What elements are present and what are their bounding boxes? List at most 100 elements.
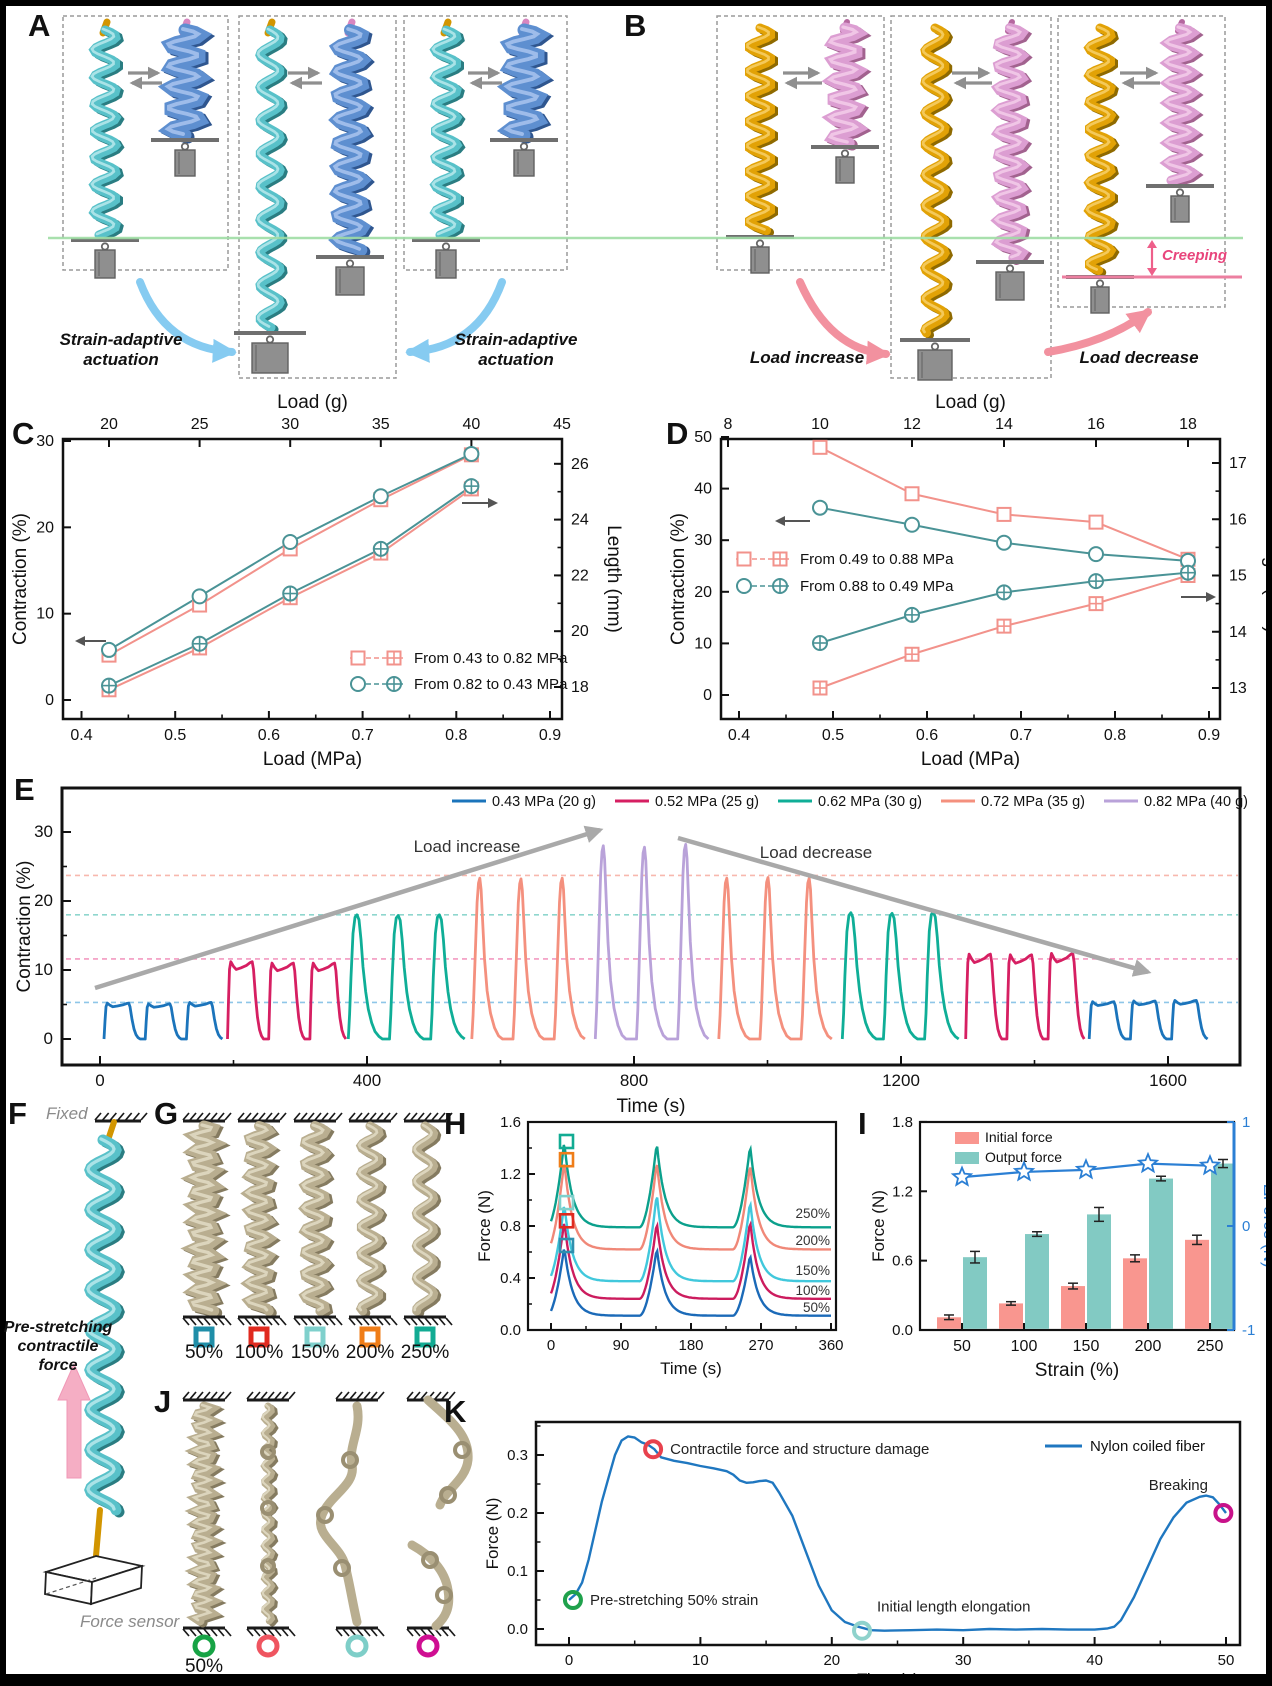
- svg-text:Load increase: Load increase: [414, 837, 521, 856]
- svg-text:26: 26: [571, 456, 589, 473]
- panel-letter-g: G: [154, 1096, 180, 1131]
- svg-text:0: 0: [565, 1652, 573, 1669]
- svg-text:0.8: 0.8: [445, 727, 467, 744]
- svg-text:Time (s): Time (s): [617, 1096, 686, 1117]
- label-strain-150: 150%: [290, 1342, 340, 1363]
- svg-text:Pre-stretching 50% strain: Pre-stretching 50% strain: [590, 1592, 758, 1609]
- svg-text:From 0.88 to 0.49 MPa: From 0.88 to 0.49 MPa: [800, 578, 954, 595]
- svg-text:Length (mm): Length (mm): [603, 525, 624, 633]
- svg-text:From 0.43 to 0.82 MPa: From 0.43 to 0.82 MPa: [414, 650, 568, 667]
- svg-text:30: 30: [281, 416, 299, 433]
- svg-text:0: 0: [703, 687, 712, 704]
- svg-text:40: 40: [694, 481, 712, 498]
- svg-text:Load decrease: Load decrease: [760, 843, 872, 862]
- svg-text:0.0: 0.0: [892, 1322, 913, 1339]
- svg-text:16: 16: [1087, 416, 1105, 433]
- svg-text:Force (N): Force (N): [483, 1498, 502, 1570]
- svg-text:30: 30: [694, 532, 712, 549]
- svg-text:22: 22: [571, 567, 589, 584]
- svg-text:200: 200: [1135, 1338, 1162, 1355]
- strain-marker-circle-icon: [256, 1634, 280, 1658]
- panel-f-schematic: [42, 1112, 148, 1606]
- svg-text:50: 50: [1218, 1652, 1235, 1669]
- svg-text:30: 30: [36, 433, 54, 450]
- strain-marker-square-icon: [359, 1326, 381, 1348]
- svg-text:0.52 MPa (25 g): 0.52 MPa (25 g): [655, 794, 759, 810]
- svg-text:250: 250: [1197, 1338, 1224, 1355]
- svg-text:0.6: 0.6: [916, 727, 938, 744]
- strain-marker-square-icon: [193, 1326, 215, 1348]
- svg-text:Initial length elongation: Initial length elongation: [877, 1599, 1030, 1616]
- svg-text:10: 10: [34, 960, 53, 979]
- panel-j-fibers: [182, 1391, 473, 1658]
- svg-text:0.4: 0.4: [728, 727, 750, 744]
- svg-text:1.2: 1.2: [500, 1166, 521, 1183]
- svg-text:270: 270: [748, 1337, 773, 1354]
- label-strain-200: 200%: [345, 1342, 395, 1363]
- svg-text:Output force: Output force: [985, 1149, 1062, 1165]
- panel-letter-d: D: [666, 416, 690, 451]
- svg-text:10: 10: [36, 606, 54, 623]
- svg-text:0.7: 0.7: [1010, 727, 1032, 744]
- panel-letter-i: I: [858, 1106, 868, 1141]
- svg-text:400: 400: [353, 1071, 381, 1090]
- panel-letter-b: B: [624, 8, 648, 43]
- svg-text:1.6: 1.6: [500, 1114, 521, 1131]
- svg-text:Contractile force and structur: Contractile force and structure damage: [670, 1441, 929, 1458]
- panel-letter-a: A: [28, 8, 52, 43]
- svg-text:1.8: 1.8: [892, 1114, 913, 1131]
- svg-text:0: 0: [547, 1337, 555, 1354]
- panel-letter-h: H: [444, 1106, 468, 1141]
- svg-text:8: 8: [724, 416, 733, 433]
- strain-marker-square-icon: [248, 1326, 270, 1348]
- svg-text:0: 0: [45, 692, 54, 709]
- strain-marker-circle-icon: [416, 1634, 440, 1658]
- svg-text:0.82 MPa (40 g): 0.82 MPa (40 g): [1144, 794, 1248, 810]
- label-j-strain-50: 50%: [184, 1656, 224, 1677]
- svg-text:14: 14: [1229, 624, 1247, 641]
- svg-text:Force (N): Force (N): [869, 1190, 888, 1262]
- panel-letter-j: J: [154, 1384, 173, 1419]
- svg-text:200%: 200%: [795, 1233, 830, 1248]
- svg-text:10: 10: [694, 635, 712, 652]
- prestretch-arrow-icon: [57, 1362, 91, 1479]
- svg-text:15: 15: [1229, 568, 1247, 585]
- svg-text:Load (g): Load (g): [277, 392, 348, 413]
- label-fixed: Fixed: [46, 1104, 88, 1123]
- svg-text:13: 13: [1229, 680, 1247, 697]
- panel-b-schematic: [716, 15, 1242, 381]
- caption-load-decrease: Load decrease: [1079, 348, 1199, 367]
- svg-text:0.72 MPa (35 g): 0.72 MPa (35 g): [981, 794, 1085, 810]
- label-strain-100: 100%: [234, 1342, 284, 1363]
- svg-text:18: 18: [1179, 416, 1197, 433]
- svg-text:30: 30: [955, 1652, 972, 1669]
- svg-text:0.2: 0.2: [507, 1505, 528, 1522]
- svg-text:10: 10: [811, 416, 829, 433]
- svg-text:180: 180: [678, 1337, 703, 1354]
- svg-text:0.5: 0.5: [822, 727, 844, 744]
- svg-text:20: 20: [36, 519, 54, 536]
- svg-text:100%: 100%: [795, 1283, 830, 1298]
- svg-text:-1: -1: [1242, 1322, 1255, 1339]
- svg-text:0.9: 0.9: [539, 727, 561, 744]
- svg-text:From 0.49 to 0.88 MPa: From 0.49 to 0.88 MPa: [800, 551, 954, 568]
- svg-text:Contraction (%): Contraction (%): [14, 861, 35, 993]
- svg-text:Contraction (%): Contraction (%): [10, 513, 31, 645]
- svg-text:16: 16: [1229, 511, 1247, 528]
- svg-text:35: 35: [372, 416, 390, 433]
- svg-text:Nylon coiled fiber: Nylon coiled fiber: [1090, 1438, 1205, 1455]
- svg-text:0.5: 0.5: [164, 727, 186, 744]
- strain-marker-square-icon: [414, 1326, 436, 1348]
- svg-text:0.6: 0.6: [258, 727, 280, 744]
- svg-text:50: 50: [953, 1338, 971, 1355]
- caption-strain-adaptive-right: Strain-adaptive actuation: [454, 330, 578, 370]
- svg-text:20: 20: [100, 416, 118, 433]
- svg-text:25: 25: [191, 416, 209, 433]
- label-strain-250: 250%: [400, 1342, 450, 1363]
- svg-text:0: 0: [95, 1071, 104, 1090]
- svg-text:17: 17: [1229, 455, 1247, 472]
- svg-text:90: 90: [613, 1337, 630, 1354]
